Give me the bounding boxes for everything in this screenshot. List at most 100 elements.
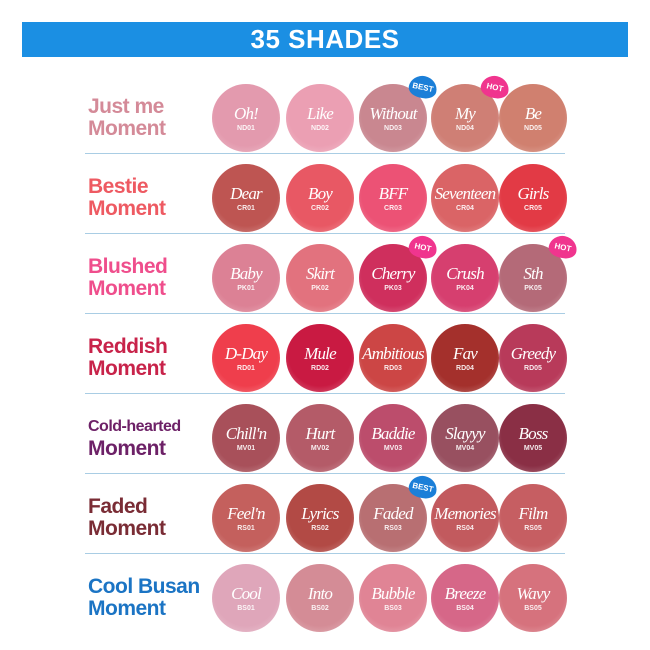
shade-swatch[interactable]: Like ND02	[286, 84, 354, 152]
shade-group-row: Cold-hearted Moment Chill'n MV01 Hurt MV02 Bad…	[85, 398, 567, 478]
shade-code: PK03	[384, 284, 402, 292]
shade-swatch[interactable]: Baddie MV03	[359, 404, 427, 472]
shade-swatch[interactable]: Cherry PK03 HOT	[359, 233, 439, 312]
shade-swatch[interactable]: Film RS05	[499, 484, 567, 552]
shade-code: PK05	[524, 284, 542, 292]
shade-name: Baddie	[371, 423, 415, 443]
shade-name: Cool	[231, 583, 262, 603]
shade-name: Boss	[518, 423, 549, 443]
shade-swatch[interactable]: Feel'n RS01	[212, 484, 280, 552]
shade-code: CR04	[456, 204, 474, 212]
shade-name: Ambitious	[362, 343, 425, 363]
shade-swatch[interactable]: Mule RD02	[286, 324, 354, 392]
shade-swatch[interactable]: Bubble BS03	[359, 564, 427, 632]
shade-name: Breeze	[444, 583, 487, 603]
shade-name: Dear	[230, 183, 263, 203]
group-label-line1: Cool Busan	[88, 575, 200, 598]
shade-swatch[interactable]: D-Day RD01	[212, 324, 280, 392]
shade-name: D-Day	[224, 343, 268, 363]
shade-name: Like	[306, 103, 334, 123]
group-label: Bestie Moment	[88, 176, 166, 220]
group-label-line2: Moment	[88, 597, 166, 620]
shade-code: ND04	[456, 124, 474, 132]
group-label-line2: Moment	[88, 117, 166, 140]
shade-code: CR03	[384, 204, 402, 212]
group-label-line1: Just me	[88, 95, 164, 118]
group-label-line1: Cold-hearted	[88, 418, 181, 435]
hot-heart-badge: HOT	[547, 233, 579, 261]
shade-swatch[interactable]: Dear CR01	[212, 164, 280, 232]
row-divider	[85, 553, 565, 554]
shade-code: ND03	[384, 124, 402, 132]
title-banner: 35 SHADES	[22, 22, 628, 57]
group-label-line1: Faded	[88, 495, 148, 518]
shade-name: Oh!	[233, 103, 259, 123]
group-label-line2: Moment	[88, 357, 166, 380]
shade-swatch[interactable]: Breeze BS04	[431, 564, 499, 632]
shade-swatch[interactable]: Skirt PK02	[286, 244, 354, 312]
shade-code: CR05	[524, 204, 542, 212]
shade-swatch[interactable]: Into BS02	[286, 564, 354, 632]
shade-swatch[interactable]: Chill'n MV01	[212, 404, 280, 472]
shade-swatch[interactable]: Baby PK01	[212, 244, 280, 312]
shade-swatch[interactable]: Oh! ND01	[212, 84, 280, 152]
shade-swatch[interactable]: Hurt MV02	[286, 404, 354, 472]
row-divider	[85, 153, 565, 154]
shade-swatch[interactable]: Greedy RD05	[499, 324, 567, 392]
shade-code: MV04	[455, 444, 475, 452]
shade-group-row: Faded Moment Feel'n RS01 Lyrics RS02 Faded RS03…	[85, 473, 567, 558]
shade-name: Bubble	[371, 583, 415, 603]
shade-swatch[interactable]: Girls CR05	[499, 164, 567, 232]
shade-swatch[interactable]: Cool BS01	[212, 564, 280, 632]
shade-name: Seventeen	[434, 183, 497, 203]
shade-code: RS03	[384, 524, 402, 532]
shade-swatch[interactable]: Lyrics RS02	[286, 484, 354, 552]
row-divider	[85, 393, 565, 394]
shade-group-row: Reddish Moment D-Day RD01 Mule RD02 Ambitious R…	[85, 318, 567, 398]
group-label: Blushed Moment	[88, 256, 168, 300]
shade-name: Crush	[446, 263, 484, 283]
shade-code: RS04	[456, 524, 474, 532]
shade-swatch[interactable]: Crush PK04	[431, 244, 499, 312]
shade-swatch[interactable]: Boy CR02	[286, 164, 354, 232]
shade-swatch[interactable]: My ND04 HOT	[431, 73, 511, 152]
shade-swatch[interactable]: Wavy BS05	[499, 564, 567, 632]
shade-code: PK02	[311, 284, 329, 292]
badge-text: HOT	[485, 80, 505, 94]
shade-swatch[interactable]: Ambitious RD03	[359, 324, 427, 392]
row-divider	[85, 473, 565, 474]
badge-text: BEST	[411, 80, 435, 94]
shade-name: BFF	[378, 183, 409, 203]
shade-code: CR02	[311, 204, 329, 212]
shade-swatch[interactable]: Faded RS03 BEST	[359, 473, 439, 552]
shade-code: RD05	[524, 364, 542, 372]
shade-name: Greedy	[510, 343, 556, 363]
shade-name: Chill'n	[225, 423, 267, 443]
hot-heart-badge: HOT	[407, 233, 439, 261]
shade-name: Baby	[230, 263, 263, 283]
shade-swatch[interactable]: Boss MV05	[499, 404, 567, 472]
shade-swatch[interactable]: Slayyy MV04	[431, 404, 499, 472]
shade-swatch[interactable]: Seventeen CR04	[431, 164, 499, 232]
shade-name: Into	[307, 583, 333, 603]
shade-swatch[interactable]: Sth PK05 HOT	[499, 233, 579, 312]
best-heart-badge: BEST	[407, 73, 439, 101]
shade-swatch[interactable]: Memories RS04	[431, 484, 499, 552]
shade-swatch[interactable]: BFF CR03	[359, 164, 427, 232]
shade-code: RD01	[237, 364, 255, 372]
shade-code: RD04	[456, 364, 474, 372]
shade-swatch[interactable]: Without ND03 BEST	[359, 73, 439, 152]
shade-name: Boy	[307, 183, 333, 203]
shade-code: CR01	[237, 204, 255, 212]
shade-swatch[interactable]: Be ND05	[499, 84, 567, 152]
badge-text: BEST	[411, 480, 435, 494]
group-label: Cool Busan Moment	[88, 576, 200, 620]
row-divider	[85, 233, 565, 234]
shade-code: RS01	[237, 524, 255, 532]
shade-swatch[interactable]: Fav RD04	[431, 324, 499, 392]
group-label-line2: Moment	[88, 277, 166, 300]
shade-group-row: Cool Busan Moment Cool BS01 Into BS02 Bubble BS…	[85, 558, 567, 638]
shade-code: RD03	[384, 364, 402, 372]
shade-name: Feel'n	[227, 503, 265, 523]
group-label-line1: Bestie	[88, 175, 149, 198]
